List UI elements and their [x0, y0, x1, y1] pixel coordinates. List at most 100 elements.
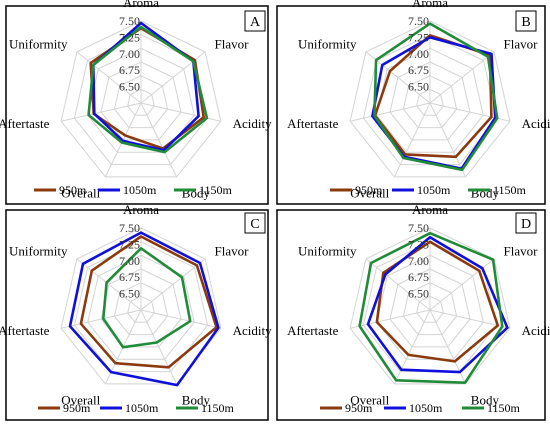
axis-label-acidity: Acidity — [522, 116, 550, 131]
series-950m — [375, 240, 500, 363]
grid-ring — [349, 20, 511, 178]
axis-label-acidity: Acidity — [233, 116, 272, 131]
grid-ring — [376, 254, 484, 360]
legend-label-1150m: 1150m — [201, 401, 235, 415]
axis-label-overall: Overall — [350, 186, 389, 201]
series-950m — [79, 235, 218, 369]
grid-ring — [376, 47, 484, 153]
legend-label-1050m: 1050m — [125, 401, 159, 415]
axis-label-aftertaste: Aftertaste — [0, 323, 50, 338]
panel-border — [5, 5, 269, 205]
radial-tick-label: 7.25 — [119, 237, 140, 251]
legend-label-1050m: 1050m — [417, 183, 451, 197]
axis-label-overall: Overall — [61, 186, 100, 201]
legend-label-1050m: 1050m — [123, 183, 157, 197]
grid-spoke — [140, 309, 178, 385]
axis-label-uniformity: Uniformity — [9, 243, 68, 258]
panel-label: C — [250, 217, 259, 232]
panel-label-box — [244, 10, 266, 32]
legend-label-1150m: 1150m — [487, 401, 521, 415]
grid-spoke — [140, 258, 206, 311]
grid-spoke — [60, 102, 142, 122]
radial-tick-label: 7.00 — [408, 47, 429, 61]
axis-label-body: Body — [182, 393, 211, 408]
grid-ring — [389, 61, 471, 141]
radial-tick-label: 7.25 — [119, 30, 140, 44]
axis-label-uniformity: Uniformity — [9, 36, 68, 51]
series-950m — [373, 34, 493, 159]
legend-label-1150m: 1150m — [493, 183, 527, 197]
radial-tick-label: 7.00 — [119, 47, 140, 61]
axis-label-aroma: Aroma — [412, 0, 448, 10]
axis-label-aftertaste: Aftertaste — [287, 323, 338, 338]
grid-ring — [87, 47, 195, 153]
panel-label: D — [521, 217, 531, 232]
radial-tick-label: 6.50 — [119, 287, 140, 301]
radial-tick-label: 7.00 — [119, 254, 140, 268]
grid-spoke — [429, 258, 495, 311]
radial-tick-label: 7.25 — [408, 237, 429, 251]
axis-label-flavor: Flavor — [504, 36, 539, 51]
grid-ring — [389, 268, 471, 348]
grid-spoke — [393, 102, 431, 178]
axis-label-aftertaste: Aftertaste — [0, 116, 50, 131]
axis-label-overall: Overall — [350, 393, 389, 408]
panel-a: 7.507.257.006.756.50AromaFlavorAcidityBo… — [0, 0, 272, 205]
radial-tick-label: 7.50 — [119, 14, 140, 28]
radial-tick-label: 7.00 — [408, 254, 429, 268]
legend-label-950m: 950m — [355, 183, 383, 197]
grid-ring — [416, 88, 444, 116]
grid-spoke — [349, 309, 431, 329]
axis-label-uniformity: Uniformity — [298, 243, 357, 258]
axis-label-flavor: Flavor — [215, 36, 250, 51]
grid-spoke — [365, 258, 431, 311]
panel-d: 7.50 7.25 7.00 6.75 6.50 Aroma Flavor Acidity Bo… — [276, 202, 550, 421]
panel-c: 7.50 7.25 7.00 6.75 6.50 Aroma Flavor Acidity Bo… — [0, 202, 272, 421]
legend-label-1150m: 1150m — [199, 183, 233, 197]
grid-spoke — [393, 309, 431, 385]
grid-ring — [402, 282, 458, 336]
radial-tick-label: 6.50 — [119, 80, 140, 94]
legend-label-1050m: 1050m — [409, 401, 443, 415]
grid-ring — [127, 88, 155, 116]
panel-border — [276, 209, 546, 421]
panel-label-box — [515, 212, 537, 234]
legend-label-950m: 950m — [59, 183, 87, 197]
axis-label-flavor: Flavor — [215, 243, 250, 258]
series-1050m — [366, 235, 509, 374]
series-1150m — [87, 25, 209, 154]
radial-tick-label: 7.50 — [408, 221, 429, 235]
radial-tick-label: 7.50 — [408, 14, 429, 28]
panel-label: A — [250, 15, 261, 30]
legend-label-950m: 950m — [345, 401, 373, 415]
grid-ring — [127, 295, 155, 323]
grid-spoke — [429, 102, 467, 178]
panel-b: 7.507.257.006.756.50AromaFlavorAcidityBo… — [276, 0, 550, 205]
axis-label-flavor: Flavor — [504, 243, 539, 258]
grid-spoke — [76, 258, 142, 311]
grid-ring — [402, 75, 458, 129]
axis-label-aroma: Aroma — [412, 202, 448, 217]
radial-tick-label: 6.50 — [408, 287, 429, 301]
legend-label-950m: 950m — [63, 401, 91, 415]
grid-ring — [113, 75, 169, 129]
axis-label-uniformity: Uniformity — [298, 36, 357, 51]
panel-border — [276, 5, 546, 205]
axis-label-acidity: Acidity — [522, 323, 550, 338]
series-1150m — [358, 231, 504, 385]
grid-ring — [349, 227, 511, 385]
series-1150m — [102, 247, 192, 349]
grid-ring — [113, 282, 169, 336]
axis-label-aroma: Aroma — [123, 0, 159, 10]
axis-label-body: Body — [471, 393, 500, 408]
axis-label-overall: Overall — [61, 393, 100, 408]
grid-ring — [416, 295, 444, 323]
grid-ring — [60, 227, 222, 385]
grid-spoke — [429, 51, 495, 104]
panel-label: B — [521, 15, 530, 30]
panel-border — [5, 209, 269, 421]
series-1150m — [373, 22, 499, 172]
grid-spoke — [76, 51, 142, 104]
radial-tick-label: 7.25 — [408, 30, 429, 44]
